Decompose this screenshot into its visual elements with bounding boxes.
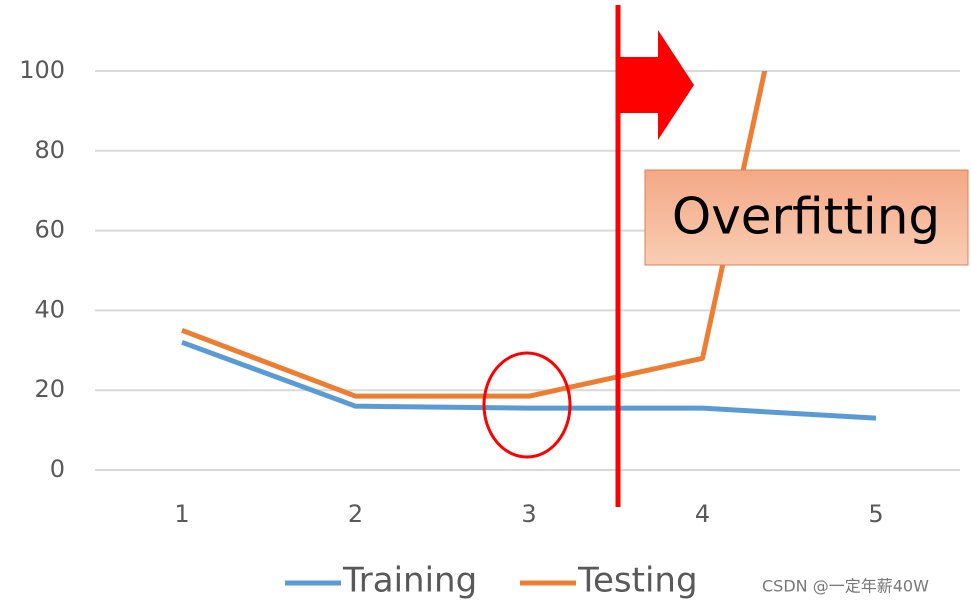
x-tick-label: 1 bbox=[174, 500, 189, 528]
annotation-box bbox=[644, 169, 969, 266]
watermark: CSDN @一定年薪40W bbox=[762, 577, 929, 596]
y-tick-label: 100 bbox=[19, 56, 65, 84]
legend-label: Training bbox=[342, 561, 477, 601]
series-line bbox=[181, 339, 877, 421]
x-tick-label: 5 bbox=[868, 500, 883, 528]
plot-area bbox=[181, 71, 877, 421]
legend-label: Testing bbox=[577, 561, 698, 601]
annotation: Overfitting bbox=[672, 188, 940, 246]
y-tick-label: 80 bbox=[34, 136, 65, 164]
series-line bbox=[181, 71, 768, 399]
x-tick-label: 4 bbox=[695, 500, 710, 528]
highlight-circle bbox=[482, 351, 572, 459]
x-tick-label: 3 bbox=[521, 500, 536, 528]
y-tick-label: 40 bbox=[34, 295, 65, 323]
grid: 0 20 40 60 80 100 1 2 3 4 5 bbox=[19, 56, 960, 528]
y-tick-label: 20 bbox=[34, 375, 65, 403]
y-tick-label: 0 bbox=[50, 455, 65, 483]
arrow bbox=[620, 30, 694, 140]
x-tick-label: 2 bbox=[348, 500, 363, 528]
y-tick-label: 60 bbox=[34, 216, 65, 244]
